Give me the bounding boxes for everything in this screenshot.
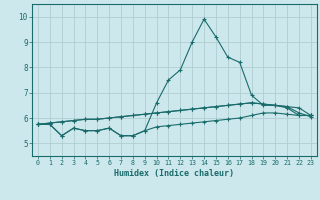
X-axis label: Humidex (Indice chaleur): Humidex (Indice chaleur) (115, 169, 234, 178)
